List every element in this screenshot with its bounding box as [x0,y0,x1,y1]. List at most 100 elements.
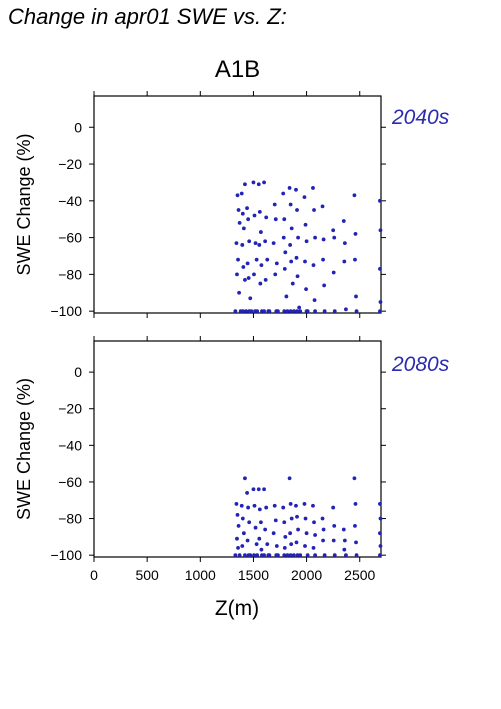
data-point [264,505,269,510]
data-point [257,507,262,512]
y-axis-label: SWE Change (%) [14,133,34,275]
y-tick-label: −60 [58,474,82,490]
data-point [237,290,241,295]
data-point [294,187,298,192]
data-point [285,309,290,314]
data-point [243,476,247,481]
data-point [248,553,253,558]
data-point [295,208,299,212]
plot-frame-2040s [93,95,382,314]
data-point [263,239,268,244]
data-point [247,520,252,525]
x-tick-label: 2500 [344,567,375,583]
data-point [304,239,309,244]
data-point [275,309,280,314]
data-point [285,553,290,558]
data-point [246,505,251,510]
data-point [234,502,239,506]
data-point [322,553,327,558]
data-point [263,527,268,532]
data-point [271,531,276,536]
data-point [255,553,260,558]
data-point [281,191,286,196]
data-point [236,523,241,528]
data-point [252,272,256,277]
data-point [254,257,259,262]
data-point [287,476,292,481]
data-point [251,180,256,185]
data-point [282,553,287,558]
data-point [378,516,383,521]
data-point [263,277,268,282]
data-point [332,553,337,558]
data-point [237,553,242,558]
data-point [341,219,346,223]
data-point [273,217,278,222]
data-point [331,228,336,233]
data-point [283,250,288,255]
data-point [282,545,287,550]
data-point [352,193,357,198]
data-point [342,547,347,552]
data-point [354,540,358,545]
data-point [378,228,383,233]
data-point [304,309,309,314]
y-tick-label: −20 [58,401,82,417]
data-point [244,309,248,314]
data-point [274,261,279,266]
data-point [378,309,382,314]
data-point [236,257,240,262]
data-point [303,544,307,548]
data-point [311,186,315,190]
data-point [303,222,308,227]
data-point [297,305,302,310]
data-point [313,309,317,314]
data-point [291,309,296,314]
data-point [295,553,300,558]
data-point [296,235,300,240]
data-point [256,487,261,492]
data-point [259,263,264,268]
data-point [289,226,294,231]
data-point [237,220,242,225]
data-point [273,518,278,523]
data-point [273,272,278,277]
y-tick-label: −80 [58,511,82,527]
data-point [313,235,317,240]
data-point [332,523,337,528]
data-point [378,266,382,271]
data-point [312,520,316,525]
data-point [304,531,309,536]
data-point [353,232,358,236]
y-tick-label: 0 [74,364,82,380]
plot-frame-2080s [93,340,382,558]
data-point [246,276,251,280]
data-point [354,553,359,558]
data-point [341,527,346,532]
data-point [258,281,263,286]
data-point [289,259,294,264]
data-point [240,516,245,521]
data-point [287,186,292,190]
data-point [288,309,293,314]
data-point [245,261,250,266]
panel-label-2040s: 2040s [392,106,450,129]
data-point [344,307,348,312]
data-point [272,202,277,207]
data-point [354,294,358,299]
data-point [233,553,238,558]
data-point [240,309,245,314]
data-point [258,230,263,234]
data-point [303,516,308,521]
data-point [256,182,261,187]
x-tick-label: 2000 [291,567,322,583]
data-point [321,257,325,262]
scenario-label: A1B [214,56,261,83]
data-point [296,527,300,532]
data-point [288,502,293,506]
y-tick-label: −20 [58,156,82,172]
data-point [295,514,299,519]
y-tick-label: −80 [58,266,82,282]
data-point [353,257,357,262]
